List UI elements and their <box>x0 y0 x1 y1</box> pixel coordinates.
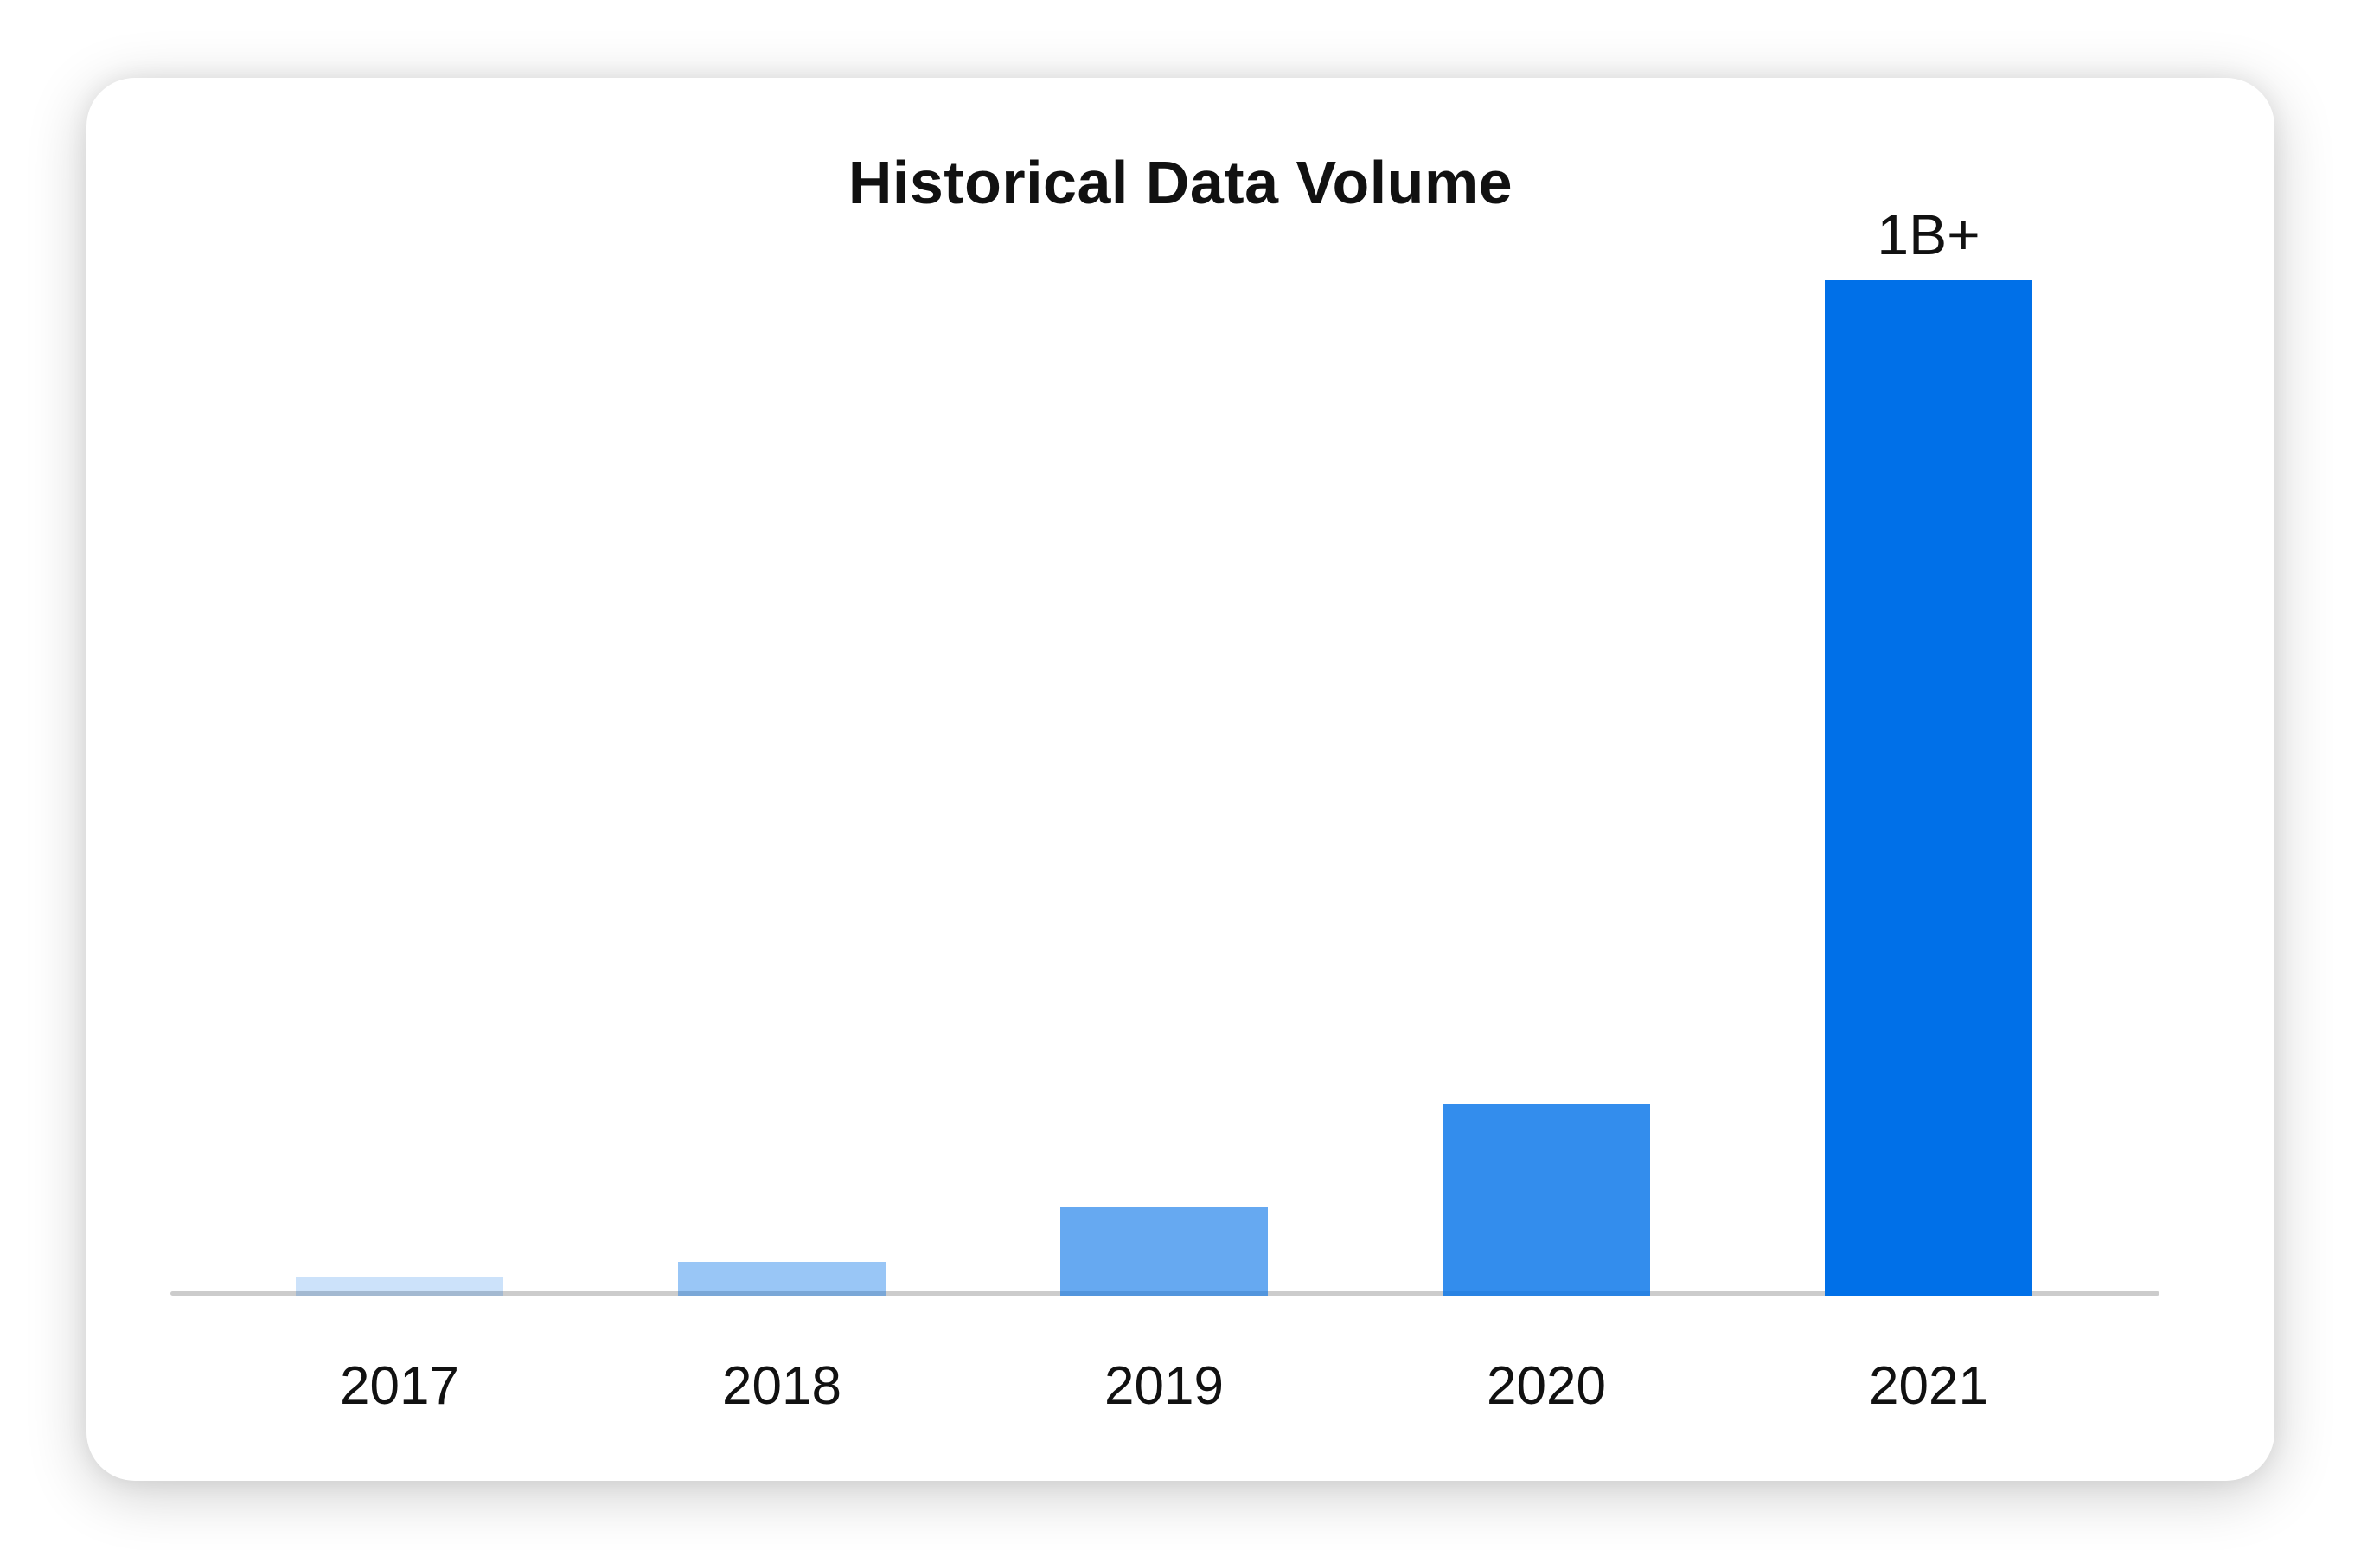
x-tick-label-2021: 2021 <box>1869 1356 1988 1416</box>
bar-2017 <box>296 1277 503 1296</box>
x-tick-label-2017: 2017 <box>340 1356 459 1416</box>
x-tick-label-2018: 2018 <box>722 1356 841 1416</box>
bar-2018 <box>678 1262 886 1296</box>
plot-area: 1B+ 2017 2018 2019 2020 2021 <box>86 78 2274 1481</box>
chart-title: Historical Data Volume <box>848 149 1513 216</box>
bar-2021 <box>1825 280 2032 1296</box>
bar-2019 <box>1060 1207 1268 1296</box>
bar-2020 <box>1443 1104 1650 1296</box>
bar-value-label-2021: 1B+ <box>1877 202 1980 266</box>
chart-card: Historical Data Volume 1B+ 2017 2018 2019 2… <box>86 78 2274 1481</box>
x-tick-label-2020: 2020 <box>1487 1356 1606 1416</box>
x-tick-label-2019: 2019 <box>1104 1356 1224 1416</box>
